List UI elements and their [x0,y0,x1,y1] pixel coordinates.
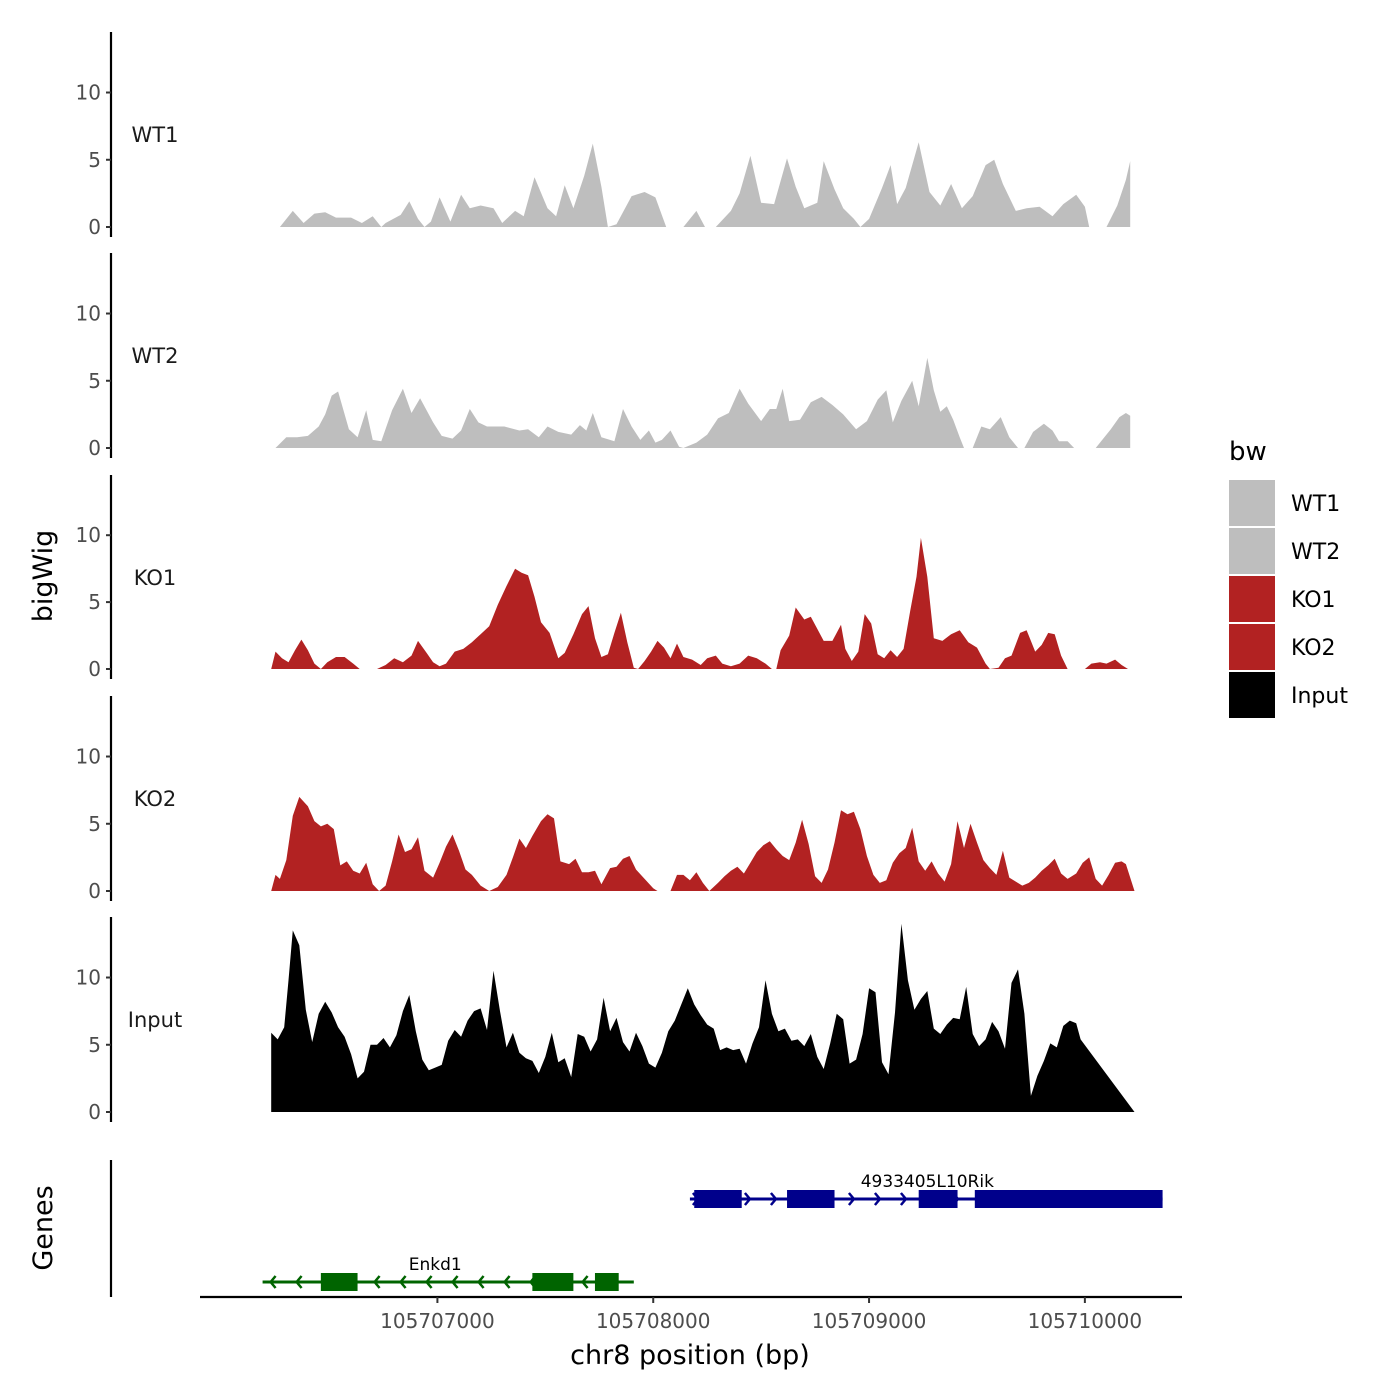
x-axis: 105707000 105708000 105709000 105710000 chr8… [200,1295,1182,1371]
legend-label-wt2: WT2 [1291,540,1340,565]
y-tick-label: 0 [88,1100,101,1124]
strand-arrow [769,1192,778,1206]
gene-exon [594,1273,619,1291]
legend-swatch-ko1 [1229,576,1275,622]
legend: bw WT1 WT2 KO1 KO2 Input [1229,437,1348,718]
x-axis-title: chr8 position (bp) [570,1340,810,1371]
x-tick-label: 105709000 [812,1309,927,1333]
x-tick-label: 105708000 [596,1309,711,1333]
track-label-ko1: KO1 [134,566,177,590]
track-area-input [271,923,1135,1112]
y-tick-label: 5 [88,369,101,393]
strand-arrow [580,1275,589,1289]
legend-label-wt1: WT1 [1291,492,1340,517]
genes-axis-title: Genes [28,1185,59,1270]
gene-exon [918,1190,958,1208]
track-input: 0 5 10 Input [76,917,1135,1124]
x-tick-label: 105710000 [1028,1309,1143,1333]
track-area-ko1 [271,537,1135,669]
gene-exon [974,1190,1163,1208]
y-tick-label: 10 [76,81,101,105]
strand-arrow [450,1275,459,1289]
track-label-input: Input [128,1008,182,1032]
track-area-ko2 [271,796,1135,891]
y-tick-label: 5 [88,148,101,172]
x-tick-label: 105707000 [380,1309,495,1333]
y-tick-label: 10 [76,523,101,547]
gene-panel: Genes 4933405L10Rik Enkd1 [28,1160,1163,1297]
legend-label-ko1: KO1 [1291,588,1336,613]
strand-arrow [899,1192,908,1206]
strand-arrow [476,1275,485,1289]
strand-arrow [502,1275,511,1289]
strand-arrow [847,1192,856,1206]
strand-arrow [372,1275,381,1289]
y-tick-label: 0 [88,436,101,460]
track-ko1: 0 5 10 KO1 [76,475,1135,681]
legend-title: bw [1229,437,1267,467]
legend-label-ko2: KO2 [1291,636,1336,661]
track-label-wt1: WT1 [132,123,179,147]
y-tick-label: 5 [88,1033,101,1057]
legend-swatch-input [1229,672,1275,718]
gene-4933405l10rik: 4933405L10Rik [689,1172,1163,1208]
y-tick-label: 5 [88,590,101,614]
y-tick-label: 0 [88,215,101,239]
track-wt2: 0 5 10 WT2 [76,253,1131,460]
gene-name-label: 4933405L10Rik [861,1172,994,1192]
y-tick-label: 5 [88,812,101,836]
track-area-wt1 [279,142,1131,227]
gene-exon [532,1273,574,1291]
strand-arrow [268,1275,277,1289]
strand-arrow [424,1275,433,1289]
y-tick-label: 0 [88,879,101,903]
gene-exon [694,1190,742,1208]
y-axis-title: bigWig [28,530,59,623]
track-label-wt2: WT2 [132,344,179,368]
track-area-wt2 [275,357,1131,448]
gene-exon [320,1273,358,1291]
track-ko2: 0 5 10 KO2 [76,696,1135,903]
y-tick-label: 10 [76,745,101,769]
y-tick-label: 10 [76,966,101,990]
gene-enkd1: Enkd1 [262,1255,634,1291]
track-wt1: 0 5 10 WT1 [76,32,1131,239]
gene-name-label: Enkd1 [409,1255,462,1275]
strand-arrow [398,1275,407,1289]
legend-swatch-wt2 [1229,528,1275,574]
strand-arrow [743,1192,752,1206]
strand-arrow [873,1192,882,1206]
y-tick-label: 0 [88,657,101,681]
legend-label-input: Input [1291,684,1348,709]
track-label-ko2: KO2 [134,787,177,811]
legend-swatch-wt1 [1229,480,1275,526]
gene-exon [787,1190,835,1208]
y-tick-label: 10 [76,302,101,326]
strand-arrow [294,1275,303,1289]
legend-swatch-ko2 [1229,624,1275,670]
